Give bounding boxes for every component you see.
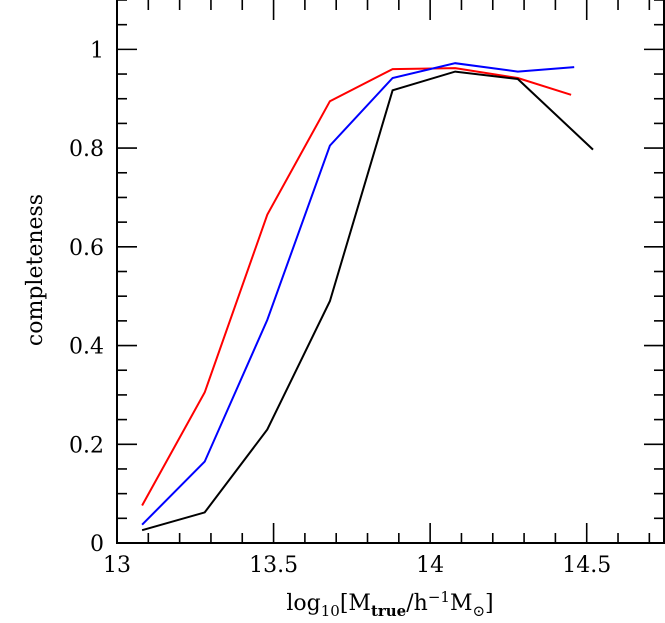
x-tick-label: 14 (416, 553, 444, 578)
x-tick-label: 13.5 (249, 553, 298, 578)
y-axis-label: completeness (23, 194, 48, 346)
y-tick-label: 1 (90, 38, 104, 63)
y-tick-label: 0 (90, 532, 104, 557)
series-line-3 (141, 70, 594, 532)
plot-frame (116, 0, 665, 544)
series-layer (141, 62, 594, 532)
tick-labels: 13 13.5 14 14.5 0 0.2 0.4 0.6 0.8 1 (69, 38, 611, 578)
x-tick-label: 14.5 (562, 553, 611, 578)
y-tick-label: 0.6 (69, 236, 104, 261)
y-tick-label: 0.4 (69, 335, 104, 360)
y-tick-label: 0.8 (69, 137, 104, 162)
x-axis-label: log10[Mtrue/h−1M⊙] (286, 588, 493, 620)
series-line-1 (141, 67, 572, 506)
x-tick-label: 13 (103, 553, 131, 578)
y-tick-label: 0.2 (69, 433, 104, 458)
ticks-layer (116, 0, 664, 544)
series-line-2 (141, 62, 575, 526)
